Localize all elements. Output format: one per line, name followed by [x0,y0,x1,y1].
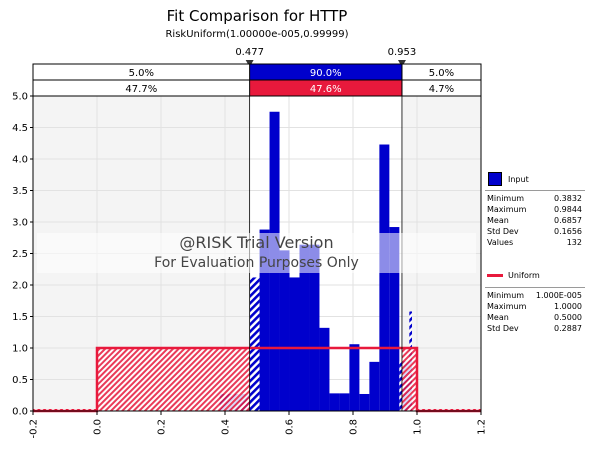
delimiter-left-percent: 47.7% [125,84,157,95]
stat-label: Minimum [487,291,525,300]
legend-uniform-stddev-row: Std Dev 0.2887 [487,323,582,334]
stat-value: 0.1656 [554,227,582,236]
y-tick-label: 0.5 [12,375,28,386]
chart-title: Fit Comparison for HTTP [166,7,348,25]
stat-label: Mean [487,216,509,225]
stat-value: 0.5000 [554,313,582,322]
right-delimiter-label: 0.953 [388,47,417,58]
y-tick-label: 4.5 [12,123,28,134]
stat-label: Values [487,238,514,247]
stat-label: Std Dev [487,227,519,236]
x-tick-label: 0.0 [93,419,104,435]
uniform-tail-right [401,348,417,411]
histogram-bar [349,344,360,411]
histogram-bar [389,227,400,411]
y-tick-label: 1.0 [12,344,28,355]
y-tick-label: 3.0 [12,218,28,229]
legend-uniform-header: Uniform [485,265,540,285]
uniform-tail-left [97,348,250,411]
uniform-swatch [487,273,503,277]
legend-input-values-row: Values 132 [487,237,582,248]
y-tick-label: 2.5 [12,249,28,260]
legend-input-min-row: Minimum 0.3832 [487,193,582,204]
y-tick-label: 5.0 [12,92,28,103]
x-tick-label: 1.2 [477,419,488,435]
histogram-bar [359,393,370,411]
delimiter-right-percent: 4.7% [429,84,454,95]
legend-input-name: Input [508,174,529,184]
chart-subtitle: RiskUniform(1.00000e-005,0.99999) [165,29,349,40]
histogram-bar [329,393,340,411]
legend-divider [485,190,585,191]
histogram-bar [319,327,330,411]
stat-value: 132 [566,238,582,247]
stat-label: Maximum [487,205,527,214]
stat-value: 0.2887 [554,324,582,333]
histogram-bar [339,393,350,411]
stat-label: Minimum [487,194,525,203]
stat-value: 0.6857 [554,216,582,225]
delimiter-left-percent: 5.0% [129,68,154,79]
y-tick-label: 2.0 [12,281,28,292]
x-tick-label: 0.2 [157,419,168,435]
y-tick-label: 4.0 [12,155,28,166]
y-tick-label: 1.5 [12,312,28,323]
x-tick-label: 0.4 [221,419,232,435]
histogram-bar [369,361,380,411]
stat-label: Maximum [487,302,527,311]
stat-value: 0.3832 [554,194,582,203]
legend-uniform-min-row: Minimum 1.000E-005 [487,290,582,301]
legend-input-max-row: Maximum 0.9844 [487,204,582,215]
delimiter-middle-percent: 47.6% [310,84,342,95]
legend-input-mean-row: Mean 0.6857 [487,215,582,226]
stat-label: Std Dev [487,324,519,333]
x-tick-label: 1.0 [413,419,424,435]
legend-input-stddev-row: Std Dev 0.1656 [487,226,582,237]
legend-input-header: Input [485,169,529,189]
histogram-bar [289,277,300,411]
delimiter-right-percent: 5.0% [429,68,454,79]
x-tick-label: -0.2 [29,419,40,439]
legend-uniform-max-row: Maximum 1.0000 [487,301,582,312]
watermark-line-1: @RISK Trial Version [179,233,334,252]
stat-label: Mean [487,313,509,322]
histogram-bar [249,277,260,411]
y-tick-label: 3.5 [12,186,28,197]
x-tick-label: 0.8 [349,419,360,435]
histogram-bar [279,250,290,411]
left-delimiter-label: 0.477 [235,47,264,58]
histogram-bar [379,144,390,411]
legend-uniform-name: Uniform [508,270,540,280]
stat-value: 1.000E-005 [535,291,582,300]
legend-divider [485,287,585,288]
histogram-bar [259,229,270,411]
x-tick-label: 0.6 [285,419,296,435]
histogram-bar [309,244,320,411]
watermark-line-2: For Evaluation Purposes Only [154,255,359,271]
stat-value: 1.0000 [554,302,582,311]
legend-uniform-mean-row: Mean 0.5000 [487,312,582,323]
y-tick-label: 0.0 [12,407,28,418]
legend-panel: Input Minimum 0.3832 Maximum 0.9844 Mean… [485,166,585,416]
stat-value: 0.9844 [554,205,582,214]
trial-watermark: @RISK Trial Version For Evaluation Purpo… [37,233,476,273]
histogram-bar [299,244,310,411]
input-swatch [488,172,502,186]
delimiter-middle-percent: 90.0% [310,68,342,79]
